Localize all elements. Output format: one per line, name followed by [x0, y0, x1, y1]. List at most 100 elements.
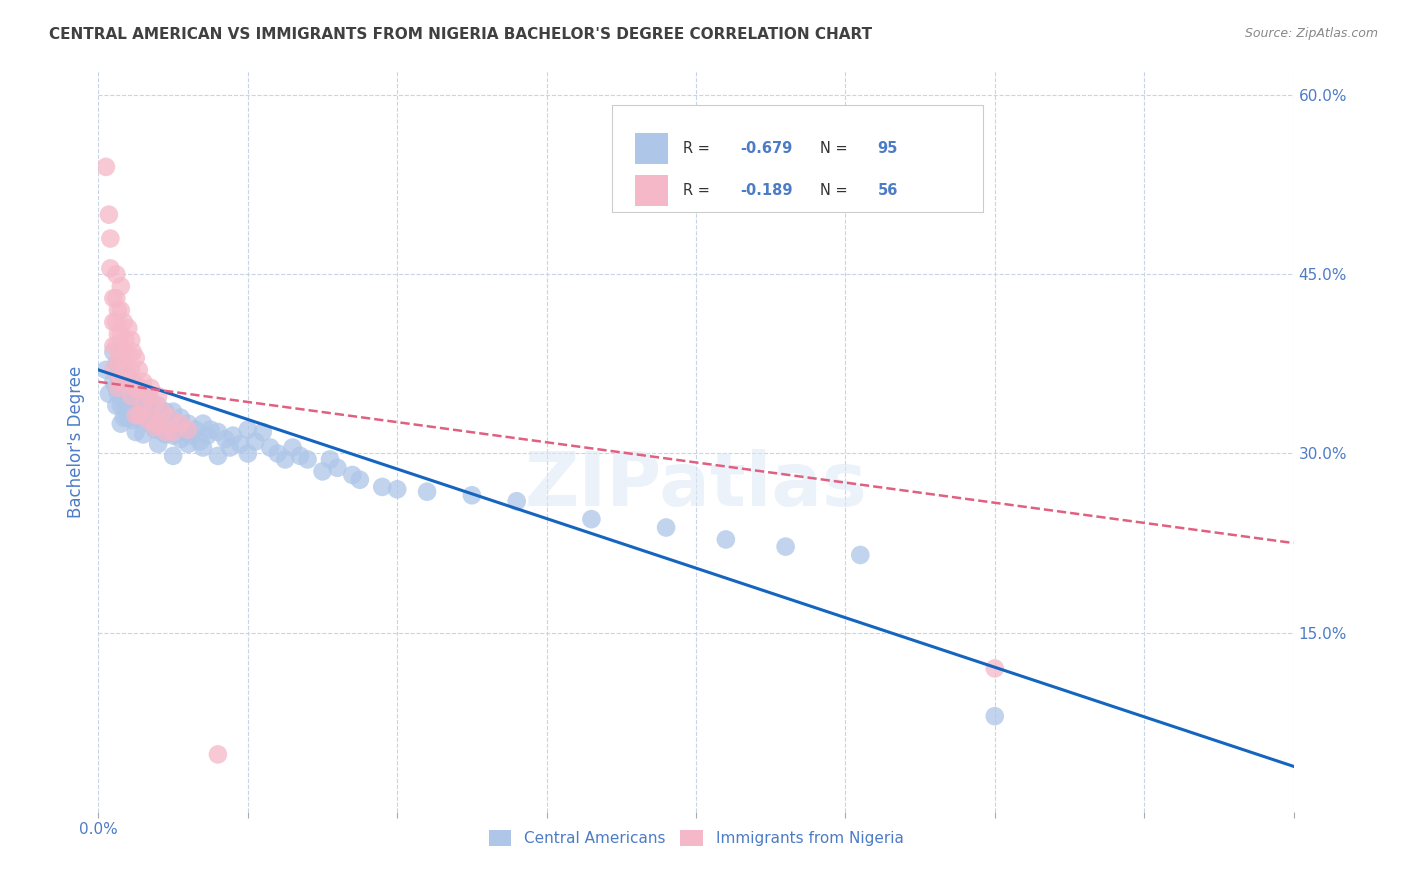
Point [117, 410, 139, 425]
Point [207, 425, 229, 439]
Point [152, 425, 174, 439]
Point [103, 345, 125, 359]
Point [112, 315, 135, 329]
Point [105, 357, 128, 371]
Point [125, 409, 148, 423]
Point [132, 399, 155, 413]
Point [103, 339, 125, 353]
Point [117, 349, 139, 363]
Point [117, 368, 139, 383]
Point [150, 410, 173, 425]
Point [110, 399, 132, 413]
Point [775, 540, 797, 554]
Text: Source: ZipAtlas.com: Source: ZipAtlas.com [1244, 27, 1378, 40]
Point [121, 375, 143, 389]
Point [177, 417, 200, 431]
Point [177, 423, 200, 437]
Point [148, 417, 170, 431]
Point [136, 413, 159, 427]
Point [105, 315, 128, 329]
Point [105, 381, 128, 395]
Point [236, 446, 259, 460]
Point [267, 446, 290, 460]
Point [97, 208, 120, 222]
Point [236, 423, 259, 437]
Point [107, 327, 129, 342]
Point [94, 160, 117, 174]
Point [112, 342, 135, 356]
Point [112, 410, 135, 425]
Point [128, 410, 150, 425]
Text: -0.679: -0.679 [740, 141, 793, 156]
Point [129, 409, 152, 423]
Point [125, 381, 148, 395]
Point [114, 381, 136, 395]
Point [319, 452, 342, 467]
Point [107, 303, 129, 318]
Point [142, 405, 165, 419]
Point [416, 484, 439, 499]
Point [129, 399, 152, 413]
Point [139, 381, 162, 395]
Point [112, 375, 135, 389]
Point [245, 434, 267, 449]
Point [110, 351, 132, 365]
Point [121, 413, 143, 427]
Text: ZIPatlas: ZIPatlas [524, 450, 868, 523]
Point [180, 428, 202, 442]
Point [103, 363, 125, 377]
Point [162, 449, 184, 463]
Point [984, 709, 1007, 723]
Point [169, 410, 191, 425]
Point [112, 392, 135, 407]
Point [110, 375, 132, 389]
Point [219, 441, 242, 455]
Point [142, 399, 165, 413]
Point [385, 483, 409, 497]
Point [371, 480, 394, 494]
Point [120, 363, 142, 377]
Point [207, 449, 229, 463]
Point [191, 417, 214, 431]
Point [214, 432, 236, 446]
Point [155, 425, 177, 439]
Point [297, 452, 319, 467]
Point [105, 339, 128, 353]
Point [112, 365, 135, 379]
Point [461, 488, 484, 502]
Point [349, 473, 371, 487]
Point [125, 425, 148, 439]
Point [143, 423, 166, 437]
Point [281, 441, 304, 455]
Point [506, 494, 529, 508]
Point [162, 425, 184, 439]
Point [129, 381, 152, 395]
Point [177, 437, 200, 451]
Point [120, 381, 142, 395]
Point [155, 405, 177, 419]
Point [162, 405, 184, 419]
Point [342, 467, 364, 482]
Point [120, 389, 142, 403]
Point [114, 333, 136, 347]
Text: R =: R = [683, 141, 714, 156]
Point [311, 464, 333, 478]
Text: R =: R = [683, 183, 714, 198]
Point [159, 410, 181, 425]
Point [117, 321, 139, 335]
Point [98, 261, 122, 276]
Point [152, 405, 174, 419]
Point [110, 363, 132, 377]
Point [169, 417, 191, 431]
Point [132, 409, 155, 423]
Point [110, 327, 132, 342]
Point [259, 441, 281, 455]
Point [174, 425, 197, 439]
Point [97, 386, 120, 401]
Point [157, 417, 180, 431]
Point [120, 401, 142, 416]
Point [125, 386, 148, 401]
Point [110, 279, 132, 293]
Point [148, 420, 170, 434]
Point [191, 441, 214, 455]
